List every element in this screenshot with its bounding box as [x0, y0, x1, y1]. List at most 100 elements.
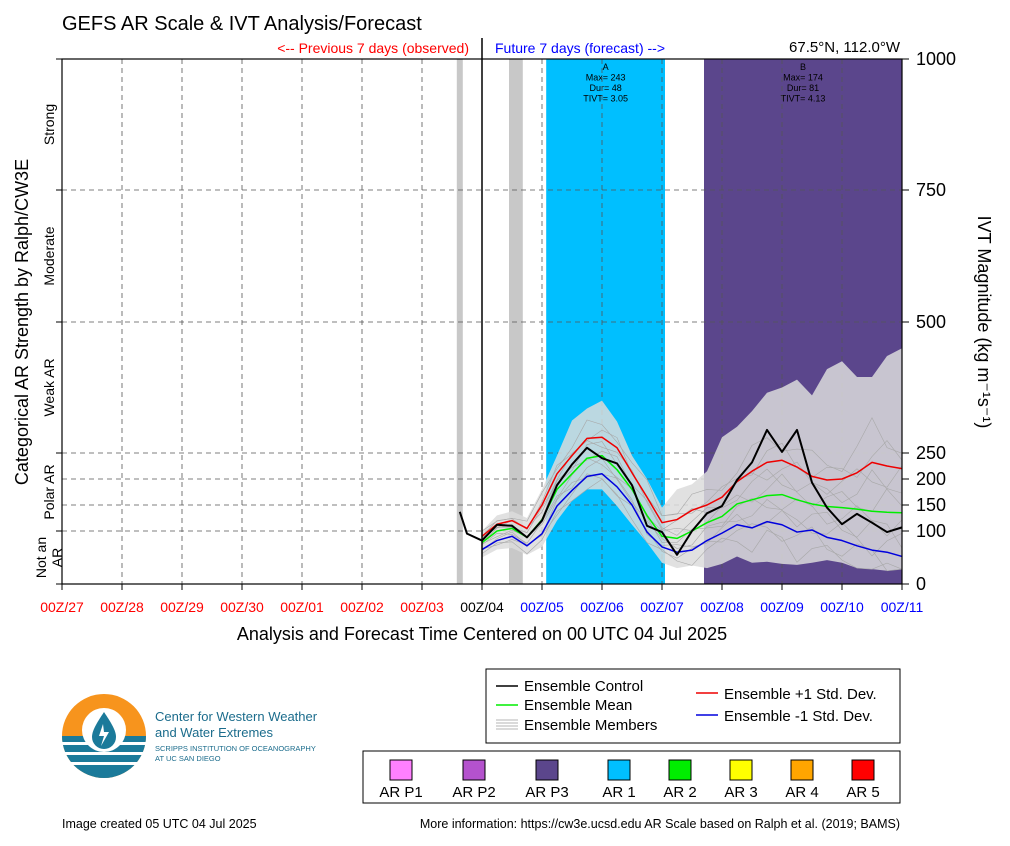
category-label: Weak AR [41, 358, 57, 416]
scale-label: AR 4 [785, 784, 818, 801]
category-label: Polar AR [41, 464, 57, 519]
logo-line-3: SCRIPPS INSTITUTION OF OCEANOGRAPHY [155, 744, 316, 753]
legend-mean-label: Ensemble Mean [524, 697, 632, 714]
legend-plus-std-label: Ensemble +1 Std. Dev. [724, 686, 877, 703]
logo-drop-icon [92, 712, 116, 749]
footer-more-info: More information: https://cw3e.ucsd.edu … [420, 817, 900, 831]
x-tick-label: 00Z/01 [280, 599, 324, 615]
ar-event-b-text-3: TIVT= 4.13 [781, 94, 826, 104]
y-tick-label: 150 [916, 495, 946, 515]
x-tick-label: 00Z/06 [580, 599, 624, 615]
previous-days-label: <-- Previous 7 days (observed) [277, 40, 469, 56]
ensemble-member-line [481, 457, 903, 549]
ensemble-member-line [481, 473, 903, 557]
ar-event-b-text-2: Dur= 81 [787, 83, 819, 93]
logo-line-2: and Water Extremes [155, 725, 274, 740]
y-tick-label: 100 [916, 521, 946, 541]
series-line-ensemble-1-std-dev [481, 436, 903, 537]
scale-label: AR P3 [525, 784, 568, 801]
ensemble-member-line [481, 429, 903, 537]
logo-wave-line-2 [64, 752, 144, 755]
y-tick-label: 0 [916, 574, 926, 594]
scale-label: AR 1 [602, 784, 635, 801]
x-tick-label: 00Z/11 [881, 599, 924, 615]
chart-title: GEFS AR Scale & IVT Analysis/Forecast [62, 13, 422, 35]
scale-label: AR 2 [663, 784, 696, 801]
x-tick-label: 00Z/05 [520, 599, 564, 615]
scale-label: AR P1 [379, 784, 422, 801]
x-tick-label: 00Z/28 [100, 599, 144, 615]
scale-label: AR P2 [452, 784, 495, 801]
scale-swatch-ar-p2 [462, 759, 486, 781]
logo-water-half [62, 736, 146, 778]
scale-swatch-ar-4 [790, 759, 814, 781]
logo-line-4: AT UC SAN DIEGO [155, 754, 221, 763]
ar-event-a-text-2: Dur= 48 [589, 83, 621, 93]
logo-wave-line-3 [70, 762, 138, 765]
x-tick-label: 00Z/07 [640, 599, 684, 615]
footer-created: Image created 05 UTC 04 Jul 2025 [62, 817, 257, 831]
x-tick-label: 00Z/04 [460, 599, 504, 615]
legend-members-swatch [496, 719, 518, 730]
grid-layer [62, 59, 902, 584]
ar-event-b-text-0: B [800, 62, 806, 72]
category-label: AR [49, 548, 65, 567]
axes-layer: 00Z/27 00Z/28 00Z/29 00Z/30 00Z/01 00Z/02 00Z/… [40, 38, 956, 615]
legend-control-label: Ensemble Control [524, 678, 643, 695]
x-tick-label: 00Z/29 [160, 599, 204, 615]
right-axis-title: IVT Magnitude (kg m⁻¹s⁻¹) [974, 216, 994, 429]
ar-event-a-text-1: Max= 243 [586, 73, 626, 83]
ensemble-member-line [481, 457, 903, 545]
ensemble-members-envelope [482, 348, 902, 571]
category-label: Moderate [41, 226, 57, 285]
series-layer [458, 428, 903, 558]
x-tick-label: 00Z/30 [220, 599, 264, 615]
ar-scale-legend: AR P1 AR P2 AR P3 AR 1 AR 2 AR 3 AR 4 AR 5 [362, 750, 901, 804]
x-tick-label: 00Z/03 [400, 599, 444, 615]
ensemble-member-line [481, 478, 903, 570]
ensemble-member-line [481, 441, 903, 538]
y-tick-label: 500 [916, 312, 946, 332]
ensemble-member-line [481, 417, 903, 532]
legend-minus-std-label: Ensemble -1 Std. Dev. [724, 708, 873, 725]
scale-swatch-ar-p3 [535, 759, 559, 781]
scale-swatch-ar-5 [851, 759, 875, 781]
y-tick-label: 250 [916, 443, 946, 463]
x-axis-title: Analysis and Forecast Time Centered on 0… [237, 624, 727, 644]
location-label: 67.5°N, 112.0°W [789, 39, 901, 56]
left-axis-title: Categorical AR Strength by Ralph/CW3E [12, 159, 32, 485]
y-tick-label: 1000 [916, 49, 956, 69]
series-line-ensemble-1-std-dev [481, 473, 903, 558]
y-tick-label: 750 [916, 180, 946, 200]
future-days-label: Future 7 days (forecast) --> [495, 40, 665, 56]
x-tick-label: 00Z/08 [700, 599, 744, 615]
category-label: Not an [33, 537, 49, 578]
y-tick-label: 200 [916, 469, 946, 489]
gray-band-0 [456, 59, 463, 584]
ar-event-b-text-1: Max= 174 [783, 73, 823, 83]
ensemble-member-line [481, 473, 903, 572]
cw3e-logo: Center for Western Weather and Water Ext… [62, 694, 318, 778]
scale-swatch-ar-1 [607, 759, 631, 781]
ensemble-members-layer [481, 348, 903, 572]
x-tick-label: 00Z/09 [760, 599, 804, 615]
legend-members-label: Ensemble Members [524, 717, 657, 734]
series-legend-box [485, 668, 901, 744]
scale-swatch-ar-p1 [389, 759, 413, 781]
scale-swatch-ar-3 [729, 759, 753, 781]
logo-bolt-icon [99, 724, 109, 746]
category-labels: Not an AR Polar AR Weak AR Moderate Strong [33, 104, 65, 578]
x-tick-label: 00Z/02 [340, 599, 384, 615]
ar-event-a-text-3: TIVT= 3.05 [583, 94, 628, 104]
ensemble-member-line [481, 440, 903, 539]
scale-swatch-ar-2 [668, 759, 692, 781]
category-label: Strong [41, 104, 57, 145]
series-line-ensemble-control [458, 428, 903, 556]
logo-line-1: Center for Western Weather [155, 709, 318, 724]
x-tick-label: 00Z/27 [40, 599, 84, 615]
scale-label: AR 3 [724, 784, 757, 801]
scale-label: AR 5 [846, 784, 879, 801]
x-tick-label: 00Z/10 [820, 599, 864, 615]
ar-event-a-text-0: A [603, 62, 609, 72]
